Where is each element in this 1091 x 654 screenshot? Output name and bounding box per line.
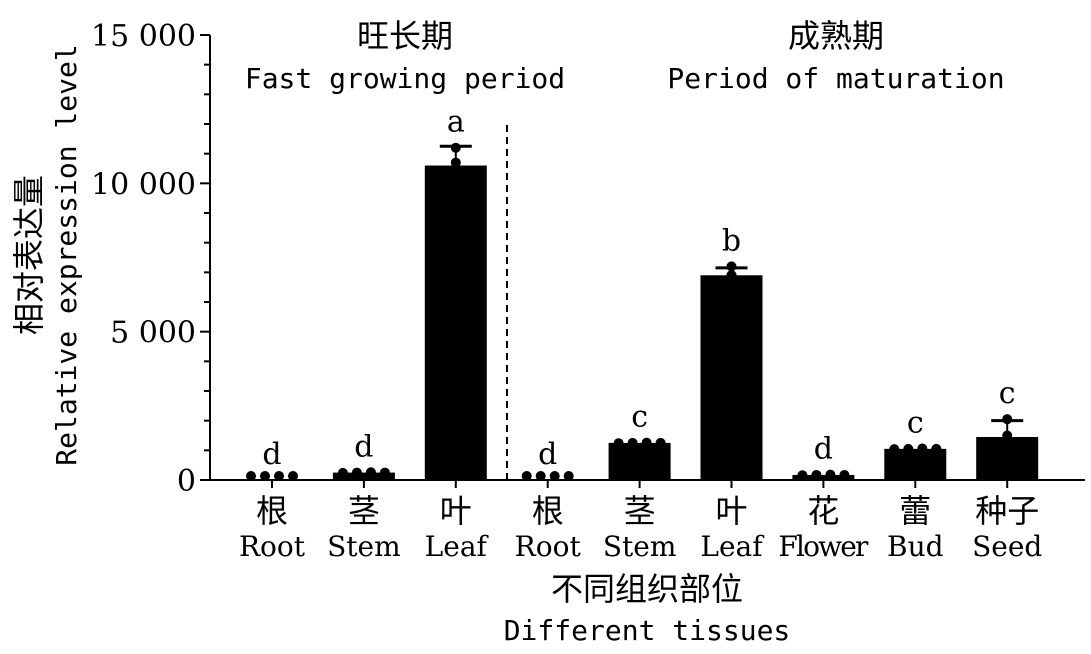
significance-letter: d <box>354 429 373 464</box>
data-point <box>337 467 348 478</box>
bar-flower <box>792 474 855 480</box>
x-axis <box>210 479 1085 488</box>
data-point <box>839 469 850 480</box>
category-label-zh: 根 <box>532 492 564 530</box>
data-point <box>260 471 270 481</box>
category-label-en: Root <box>239 530 306 563</box>
data-point <box>274 471 284 481</box>
data-point <box>521 471 532 481</box>
data-point <box>549 471 560 481</box>
y-axis: 0 5 000 10 000 15 000 <box>91 19 211 499</box>
bar-stem <box>608 442 671 480</box>
period-label-en-0: Fast growing period <box>245 62 565 95</box>
data-point <box>627 437 638 448</box>
significance-letters: d d a d c b d c c <box>262 105 1015 472</box>
category-label-en: Stem <box>327 530 401 563</box>
category-label-en: Flower <box>778 530 869 563</box>
category-label-en: Root <box>515 530 582 563</box>
data-point <box>535 471 546 481</box>
significance-letter: d <box>814 432 833 467</box>
significance-letter: b <box>722 223 741 258</box>
category-label-en: Seed <box>972 530 1042 563</box>
data-point <box>351 467 362 478</box>
data-point <box>641 437 652 448</box>
data-point <box>889 444 900 455</box>
y-axis-title-en: Relative expression level <box>50 44 83 465</box>
category-label-en: Leaf <box>700 530 765 563</box>
data-point <box>797 470 808 481</box>
significance-letter: c <box>631 400 648 435</box>
bar-leaf <box>424 165 487 481</box>
data-point <box>1002 430 1013 441</box>
x-axis-title-en: Different tissues <box>504 614 791 647</box>
category-label-zh: 叶 <box>715 492 747 530</box>
significance-letter: a <box>447 105 465 140</box>
category-labels: 根Root茎Stem叶Leaf根Root茎Stem叶Leaf花Flower蕾Bu… <box>239 492 1042 563</box>
category-label-en: Leaf <box>425 530 490 563</box>
data-point <box>365 467 376 478</box>
data-point <box>655 437 666 448</box>
data-point <box>1002 414 1013 425</box>
data-points <box>246 142 1013 481</box>
significance-letter: c <box>999 376 1016 411</box>
bar-stem <box>332 472 395 480</box>
period-label-zh-0: 旺长期 <box>357 17 453 55</box>
data-point <box>811 469 822 480</box>
significance-letter: d <box>538 437 557 472</box>
data-point <box>450 142 461 153</box>
data-point <box>246 471 256 481</box>
data-point <box>379 467 390 478</box>
y-tick-label: 0 <box>177 464 196 499</box>
data-point <box>288 471 298 481</box>
category-label-en: Bud <box>887 530 944 563</box>
data-point <box>903 443 914 454</box>
y-tick-label: 5 000 <box>110 316 196 351</box>
category-label-zh: 叶 <box>440 492 472 530</box>
x-axis-title-zh: 不同组织部位 <box>551 570 743 608</box>
data-point <box>450 157 461 168</box>
bars <box>332 144 1039 481</box>
significance-letter: d <box>262 437 281 472</box>
y-tick-label: 10 000 <box>91 167 196 202</box>
category-label-zh: 花 <box>807 492 839 530</box>
category-label-zh: 根 <box>256 492 288 530</box>
significance-letter: c <box>907 406 924 441</box>
y-tick-label: 15 000 <box>91 19 196 54</box>
category-label-en: Stem <box>603 530 677 563</box>
data-point <box>563 471 574 481</box>
period-label-en-1: Period of maturation <box>667 62 1004 95</box>
period-label-zh-1: 成熟期 <box>788 17 884 55</box>
data-point <box>917 443 928 454</box>
bar-leaf <box>700 275 763 480</box>
data-point <box>931 443 942 454</box>
category-label-zh: 蕾 <box>899 492 931 530</box>
data-point <box>726 270 737 281</box>
y-axis-title-zh: 相对表达量 <box>10 175 48 335</box>
bar-seed <box>976 436 1039 480</box>
category-label-zh: 茎 <box>624 492 656 530</box>
data-point <box>825 469 836 480</box>
category-label-zh: 茎 <box>348 492 380 530</box>
category-label-zh: 种子 <box>975 492 1039 530</box>
data-point <box>613 438 624 449</box>
data-point <box>726 261 737 272</box>
